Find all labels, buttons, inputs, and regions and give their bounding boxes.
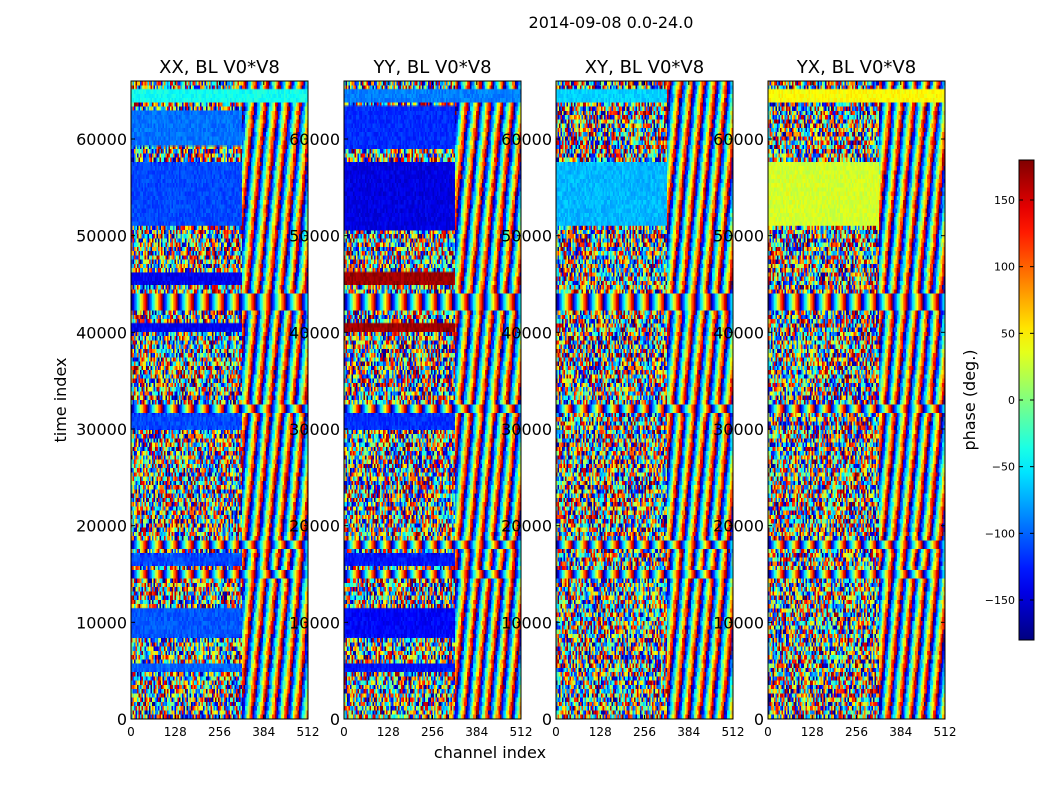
x-tick-label: 0 xyxy=(127,725,135,739)
phase-band xyxy=(768,88,945,103)
y-tick-label: 0 xyxy=(542,710,552,729)
y-tick-label: 20000 xyxy=(289,517,340,536)
phase-band xyxy=(131,163,242,226)
colorbar-tick-label: −150 xyxy=(985,594,1015,607)
colorbar-tick-label: 50 xyxy=(1001,327,1015,340)
panel-title: XY, BL V0*V8 xyxy=(585,57,704,78)
y-tick-label: 10000 xyxy=(501,613,552,632)
x-tick-label: 384 xyxy=(465,725,488,739)
panel-3: XY, BL V0*V8 0 128 256 384 512 0 10000 20000 3000… xyxy=(501,57,744,739)
x-tick-label: 128 xyxy=(801,725,824,739)
y-tick-label: 50000 xyxy=(289,227,340,246)
phase-band xyxy=(344,271,455,284)
colorbar-tick-label: −100 xyxy=(985,527,1015,540)
phase-band xyxy=(344,607,455,637)
y-tick-label: 20000 xyxy=(501,517,552,536)
phase-band xyxy=(344,554,455,565)
x-tick-label: 0 xyxy=(340,725,348,739)
phase-band xyxy=(131,414,242,429)
phase-band xyxy=(344,322,455,331)
panel-title: YY, BL V0*V8 xyxy=(372,57,491,78)
y-tick-label: 60000 xyxy=(713,130,764,149)
phase-band xyxy=(344,105,455,149)
phase-band xyxy=(131,110,242,147)
x-tick-label: 384 xyxy=(889,725,912,739)
colorbar-tick-label: −50 xyxy=(992,461,1015,474)
y-tick-label: 0 xyxy=(117,710,127,729)
x-tick-label: 512 xyxy=(297,725,320,739)
y-tick-label: 20000 xyxy=(713,517,764,536)
phase-band xyxy=(131,88,308,103)
y-tick-label: 60000 xyxy=(289,130,340,149)
colorbar-tick-label: 150 xyxy=(994,194,1015,207)
phase-band xyxy=(344,663,455,671)
x-tick-label: 0 xyxy=(764,725,772,739)
y-tick-label: 50000 xyxy=(76,227,127,246)
x-tick-label: 256 xyxy=(421,725,444,739)
y-tick-label: 40000 xyxy=(501,323,552,342)
y-axis-label: time index xyxy=(51,357,70,442)
y-tick-label: 0 xyxy=(330,710,340,729)
x-tick-label: 384 xyxy=(252,725,275,739)
colorbar: −150 −100 −50 0 50 100 150 xyxy=(985,159,1035,641)
y-tick-label: 30000 xyxy=(713,420,764,439)
y-tick-label: 20000 xyxy=(76,517,127,536)
y-tick-label: 40000 xyxy=(713,323,764,342)
x-tick-label: 384 xyxy=(677,725,700,739)
y-tick-label: 30000 xyxy=(76,420,127,439)
phase-band xyxy=(344,88,521,103)
y-tick-label: 60000 xyxy=(501,130,552,149)
x-tick-label: 256 xyxy=(633,725,656,739)
x-tick-label: 0 xyxy=(552,725,560,739)
phase-band xyxy=(131,607,242,637)
colorbar-label: phase (deg.) xyxy=(960,349,979,450)
phase-band xyxy=(768,163,879,226)
phase-band xyxy=(556,88,667,103)
x-tick-label: 128 xyxy=(377,725,400,739)
y-tick-label: 40000 xyxy=(76,323,127,342)
x-tick-label: 128 xyxy=(164,725,187,739)
panel-title: XX, BL V0*V8 xyxy=(159,57,280,78)
figure-title: 2014-09-08 0.0-24.0 xyxy=(529,13,694,32)
y-tick-label: 0 xyxy=(754,710,764,729)
y-tick-label: 10000 xyxy=(76,613,127,632)
colorbar-tick-label: 0 xyxy=(1008,394,1015,407)
phase-band xyxy=(131,272,242,284)
x-axis-label: channel index xyxy=(434,743,546,762)
panel-1: XX, BL V0*V8 0 128 256 384 512 0 10000 20000 3000… xyxy=(76,57,319,739)
x-tick-label: 512 xyxy=(510,725,533,739)
panel-4: YX, BL V0*V8 0 128 256 384 512 0 10000 20000 3000… xyxy=(713,57,956,739)
x-tick-label: 512 xyxy=(722,725,745,739)
y-tick-label: 60000 xyxy=(76,130,127,149)
x-tick-label: 512 xyxy=(934,725,957,739)
x-tick-label: 256 xyxy=(208,725,231,739)
y-tick-label: 50000 xyxy=(501,227,552,246)
y-tick-label: 50000 xyxy=(713,227,764,246)
phase-band xyxy=(344,414,455,429)
x-tick-label: 256 xyxy=(845,725,868,739)
panel-title: YX, BL V0*V8 xyxy=(796,57,916,78)
y-tick-label: 10000 xyxy=(713,613,764,632)
phase-band xyxy=(556,163,667,226)
y-tick-label: 30000 xyxy=(289,420,340,439)
x-tick-label: 128 xyxy=(589,725,612,739)
colorbar-tick-label: 100 xyxy=(994,261,1015,274)
panels: XX, BL V0*V8 0 128 256 384 512 0 10000 20000 3000… xyxy=(76,57,956,739)
y-tick-label: 30000 xyxy=(501,420,552,439)
phase-band xyxy=(131,554,242,565)
phase-band xyxy=(131,322,242,331)
y-tick-label: 40000 xyxy=(289,323,340,342)
panel-2: YY, BL V0*V8 0 128 256 384 512 0 10000 20000 3000… xyxy=(289,57,532,739)
phase-band xyxy=(344,163,455,231)
y-tick-label: 10000 xyxy=(289,613,340,632)
phase-band xyxy=(131,663,242,671)
